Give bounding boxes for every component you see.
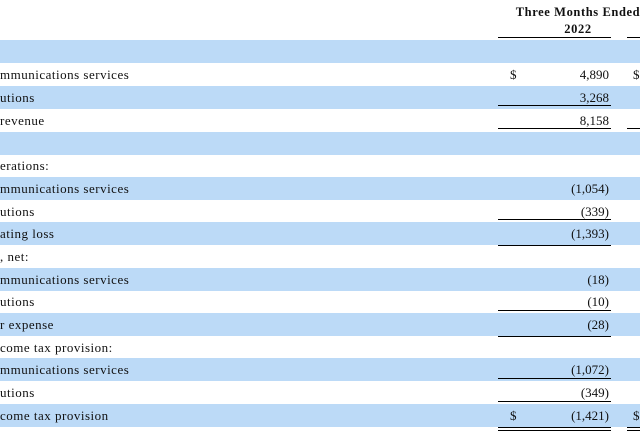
header-year: 2022: [564, 22, 592, 36]
row-label: mmunications services: [0, 67, 130, 82]
table-row: utions 3,268: [0, 86, 640, 109]
row-value: (339): [580, 204, 609, 219]
table-row: [0, 132, 640, 155]
row-value: (349): [580, 385, 609, 400]
table-row: [0, 40, 640, 63]
row-value: 3,268: [579, 90, 609, 105]
total-rule: [627, 430, 640, 431]
table-row: come tax provision $ (1,421) $: [0, 404, 640, 427]
total-rule: [498, 128, 611, 129]
table-row: mmunications services (1,054): [0, 177, 640, 200]
total-rule: [498, 401, 611, 402]
row-label: utions: [0, 385, 35, 400]
currency-symbol-next-column: $: [633, 67, 640, 82]
row-value: [540, 245, 609, 268]
row-value: 8,158: [579, 113, 609, 128]
row-label: utions: [0, 90, 35, 105]
row-value: 4,890: [579, 67, 609, 82]
header-underline: [498, 37, 611, 38]
row-value: (18): [587, 272, 609, 287]
total-rule: [627, 128, 640, 129]
table-row: come tax provision:: [0, 336, 640, 359]
row-value: [540, 40, 609, 63]
table-row: mmunications services $4,890 $: [0, 63, 640, 86]
row-value: [540, 336, 609, 359]
row-label: mmunications services: [0, 272, 130, 287]
total-rule: [498, 427, 611, 428]
row-value: [540, 132, 609, 155]
total-rule: [627, 427, 640, 428]
table-row: mmunications services (1,072): [0, 358, 640, 381]
header-underline-next: [627, 37, 640, 38]
row-label: , net:: [0, 249, 29, 264]
row-label: mmunications services: [0, 181, 130, 196]
table-row: utions (349): [0, 381, 640, 404]
row-label: erations:: [0, 158, 50, 173]
row-label: ating loss: [0, 226, 55, 241]
row-label: utions: [0, 294, 35, 309]
total-rule: [498, 430, 611, 431]
currency-symbol-next-column: $: [633, 408, 640, 423]
row-label: come tax provision: [0, 408, 109, 423]
total-rule: [498, 219, 611, 220]
row-label: utions: [0, 204, 35, 219]
column-header-title: Three Months Ended 2022: [498, 4, 640, 38]
table-row: erations:: [0, 154, 640, 177]
total-rule: [498, 378, 611, 379]
header-period: Three Months Ended: [515, 5, 640, 19]
row-label: mmunications services: [0, 362, 130, 377]
currency-symbol: $: [510, 408, 517, 423]
row-value: (10): [587, 294, 609, 309]
row-label: r expense: [0, 317, 54, 332]
total-rule: [498, 310, 611, 311]
table-row: ating loss (1,393): [0, 222, 640, 245]
row-value: (28): [587, 317, 609, 332]
table-row: mmunications services (18): [0, 268, 640, 291]
row-value: (1,421): [571, 408, 609, 423]
table-row: r expense (28): [0, 313, 640, 336]
row-value: (1,072): [571, 362, 609, 377]
row-label: revenue: [0, 113, 45, 128]
total-rule: [498, 336, 611, 337]
table-row: , net:: [0, 245, 640, 268]
row-value: (1,393): [571, 226, 609, 241]
table-row: utions (10): [0, 290, 640, 313]
total-rule: [498, 245, 611, 246]
currency-symbol: $: [510, 67, 517, 82]
row-value: [540, 154, 609, 177]
table-row: revenue 8,158: [0, 109, 640, 132]
total-rule: [498, 105, 611, 106]
row-label: come tax provision:: [0, 340, 113, 355]
table-row: utions (339): [0, 200, 640, 223]
row-value: (1,054): [571, 181, 609, 196]
